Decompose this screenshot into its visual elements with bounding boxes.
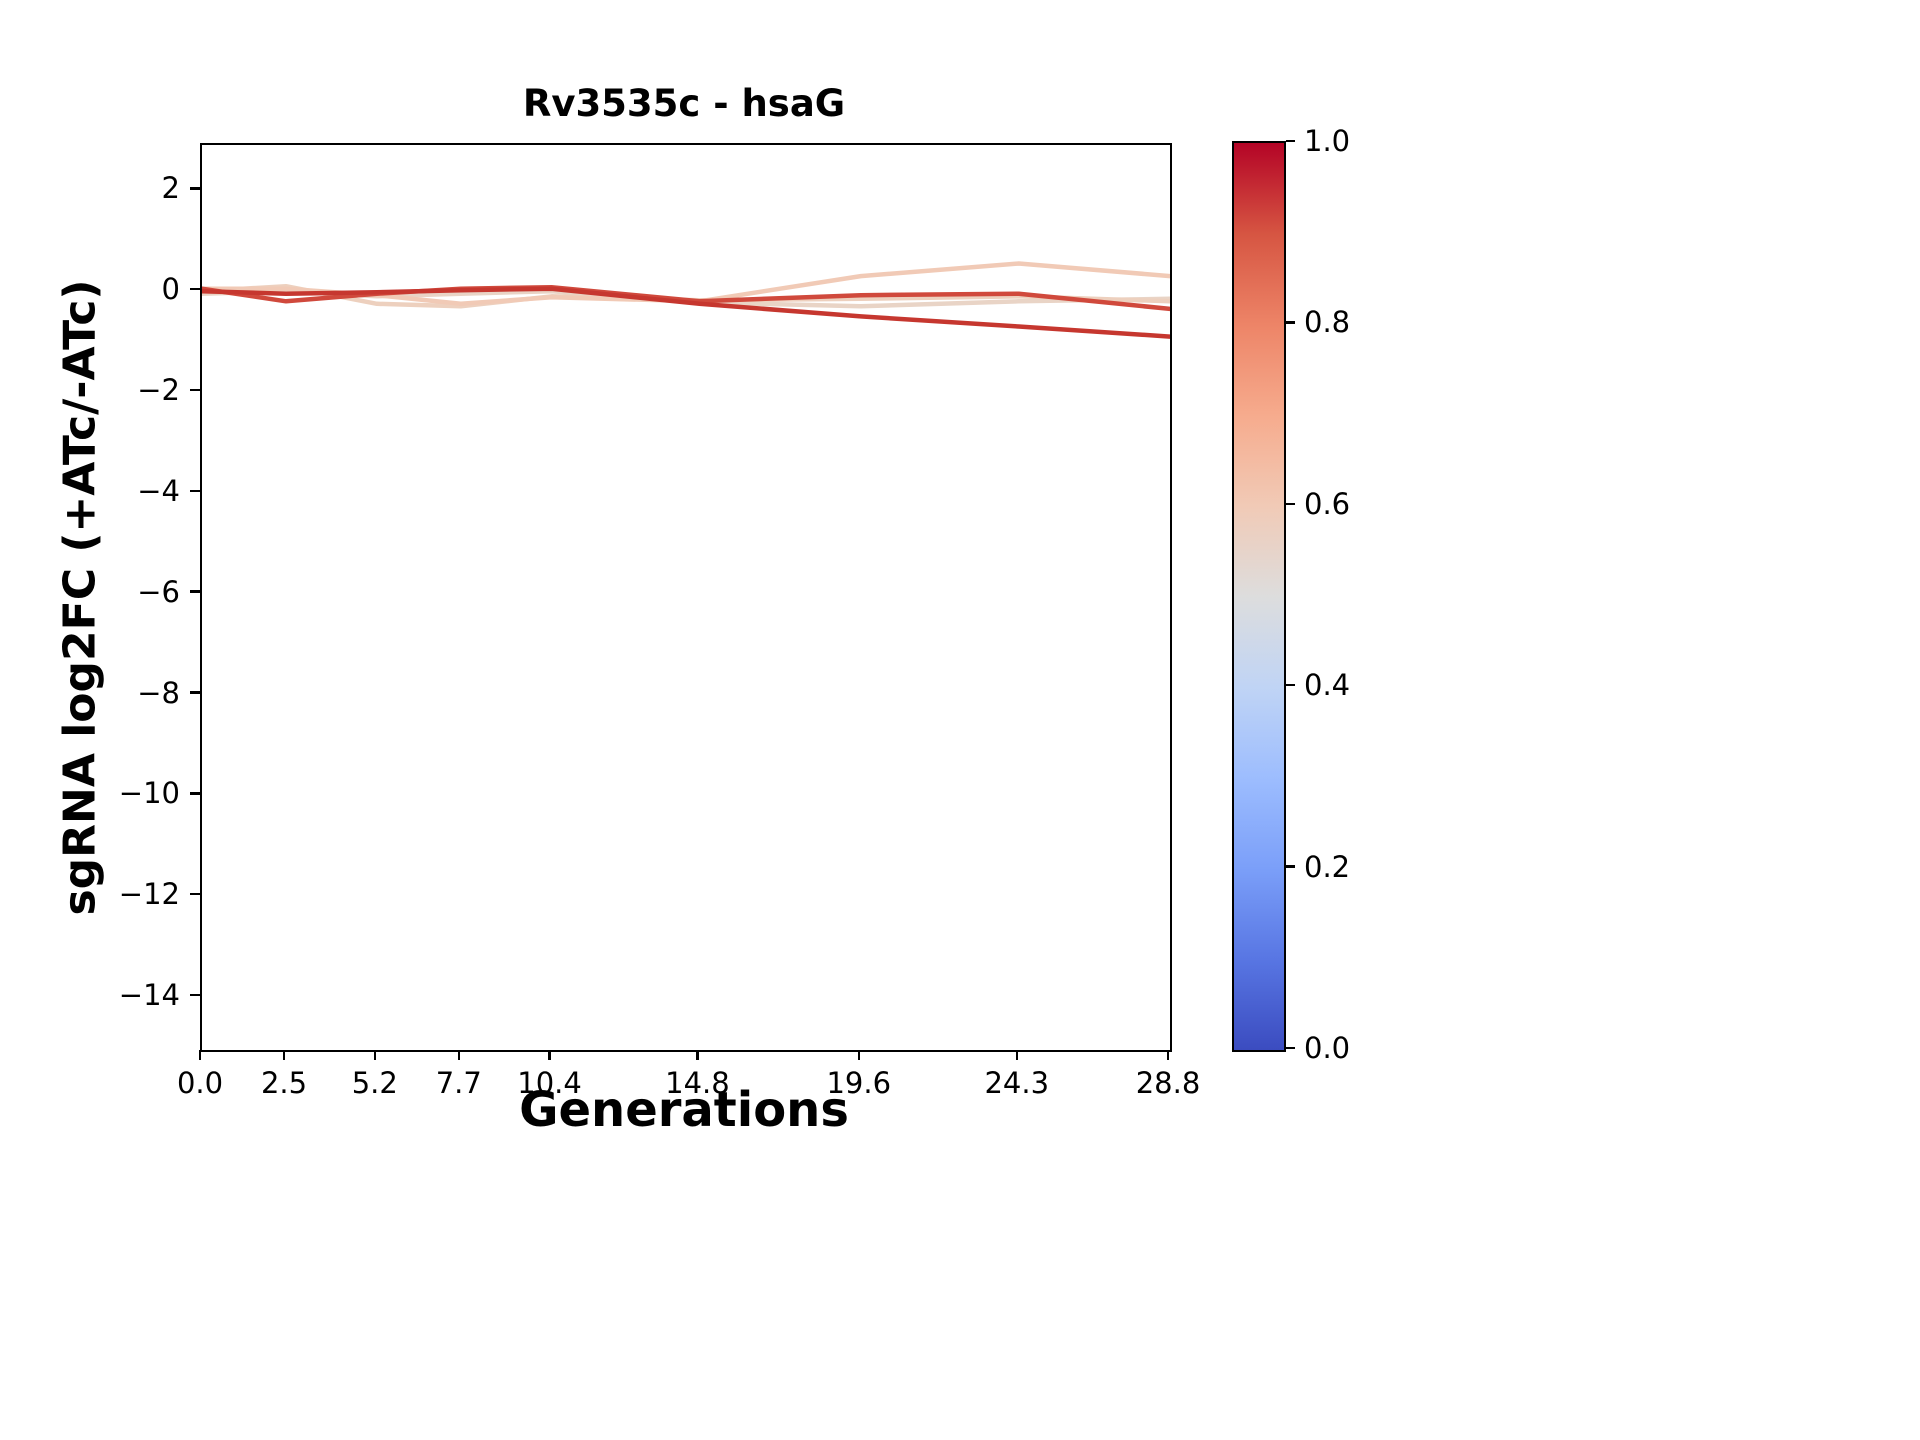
colorbar-tick-mark xyxy=(1286,139,1295,143)
x-tick-mark xyxy=(1015,1050,1018,1060)
y-tick-label: −4 xyxy=(137,473,180,508)
x-tick-mark xyxy=(548,1050,551,1060)
x-tick-label: 28.8 xyxy=(1135,1066,1201,1100)
y-tick-label: −10 xyxy=(118,776,180,811)
colorbar-tick-label: 1.0 xyxy=(1304,124,1351,158)
y-tick-label: −8 xyxy=(137,675,180,710)
colorbar-tick-label: 0.4 xyxy=(1304,668,1351,703)
x-tick-label: 10.4 xyxy=(517,1066,582,1100)
y-tick-label: 0 xyxy=(161,272,180,307)
x-tick-mark xyxy=(373,1050,377,1060)
y-tick-mark xyxy=(190,892,200,896)
colorbar xyxy=(1232,141,1286,1052)
y-tick-label: −12 xyxy=(118,877,180,912)
x-tick-mark xyxy=(282,1050,286,1060)
colorbar-tick-mark xyxy=(1286,865,1295,868)
colorbar-tick-mark xyxy=(1286,683,1295,687)
x-tick-mark xyxy=(198,1050,202,1060)
y-tick-label: −6 xyxy=(137,574,180,609)
plot-area xyxy=(200,143,1172,1052)
x-tick-label: 24.3 xyxy=(984,1066,1050,1100)
y-tick-mark xyxy=(190,388,200,392)
colorbar-tick-label: 0.8 xyxy=(1304,305,1351,340)
x-tick-label: 5.2 xyxy=(351,1066,398,1100)
y-tick-mark xyxy=(190,993,200,997)
y-tick-label: −2 xyxy=(137,373,180,408)
line-series-svg xyxy=(202,261,1170,339)
x-tick-label: 19.6 xyxy=(826,1066,892,1100)
colorbar-tick-label: 0.6 xyxy=(1304,486,1351,521)
series-line-sgRNA-3 xyxy=(202,261,1170,307)
y-tick-mark xyxy=(190,489,200,493)
x-tick-mark xyxy=(457,1050,461,1060)
x-tick-label: 7.7 xyxy=(435,1066,482,1100)
y-tick-mark xyxy=(190,792,200,795)
colorbar-tick-mark xyxy=(1286,321,1295,324)
y-tick-mark xyxy=(190,287,200,291)
y-tick-label: −14 xyxy=(118,978,180,1013)
x-tick-label: 0.0 xyxy=(176,1066,224,1100)
colorbar-tick-label: 0.2 xyxy=(1304,849,1351,884)
x-tick-mark xyxy=(696,1050,699,1060)
series-line-sgRNA-1 xyxy=(202,286,1170,339)
x-axis-label: Generations xyxy=(519,1082,849,1138)
y-tick-mark xyxy=(190,187,200,190)
x-tick-mark xyxy=(1166,1050,1170,1060)
colorbar-tick-mark xyxy=(1286,1046,1295,1050)
colorbar-tick-mark xyxy=(1286,502,1295,506)
x-tick-label: 2.5 xyxy=(260,1066,308,1100)
chart-title: Rv3535c - hsaG xyxy=(522,82,846,125)
x-tick-mark xyxy=(857,1050,861,1060)
y-tick-mark xyxy=(190,691,200,694)
y-tick-label: 2 xyxy=(161,171,180,206)
x-tick-label: 14.8 xyxy=(665,1066,730,1100)
y-tick-mark xyxy=(190,590,200,593)
colorbar-tick-label: 0.0 xyxy=(1304,1031,1351,1065)
